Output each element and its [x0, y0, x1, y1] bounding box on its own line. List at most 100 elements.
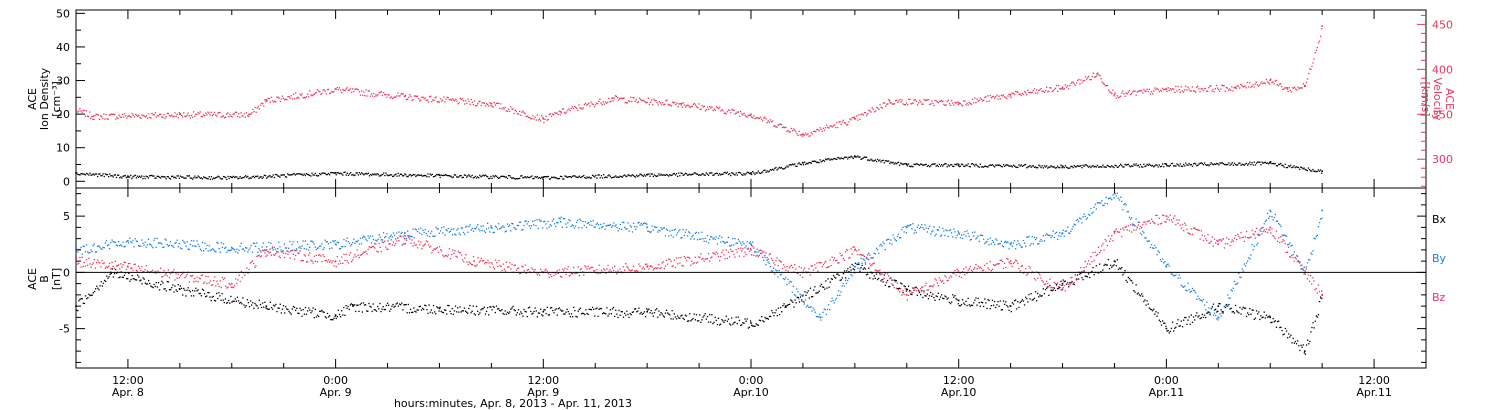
density-series-point	[764, 169, 766, 171]
bx-series-point	[1226, 303, 1228, 306]
velocity-series-point	[968, 101, 970, 104]
bz-series-point	[497, 265, 499, 268]
velocity-series-point	[1143, 88, 1145, 91]
bx-series-point	[1057, 288, 1059, 290]
bx-series-point	[958, 305, 960, 307]
velocity-series-point	[1033, 88, 1036, 90]
velocity-series-point	[246, 115, 249, 117]
by-series-point	[1223, 306, 1226, 308]
velocity-series-point	[180, 114, 183, 116]
velocity-series-point	[393, 96, 396, 98]
by-series-point	[751, 244, 753, 247]
density-series-point	[425, 175, 427, 177]
bz-series-point	[364, 251, 366, 253]
bx-series-point	[154, 285, 156, 288]
density-series-point	[964, 165, 966, 167]
density-series-point	[875, 160, 878, 163]
bz-series-point	[225, 285, 227, 287]
bz-series-point	[84, 265, 87, 267]
bx-series-point	[734, 321, 736, 323]
bz-series-point	[355, 256, 357, 258]
bx-series-point	[1160, 324, 1163, 326]
velocity-series-point	[976, 98, 978, 100]
density-series-point	[711, 172, 713, 174]
by-series-point	[1155, 247, 1157, 249]
bx-series-point	[211, 296, 213, 298]
velocity-series-point	[1191, 86, 1193, 88]
velocity-series-point	[951, 99, 953, 102]
velocity-series-point	[571, 106, 573, 108]
velocity-series-point	[580, 107, 582, 109]
by-series-point	[645, 222, 647, 225]
bz-series-point	[414, 244, 416, 246]
bx-series-point	[904, 286, 906, 288]
velocity-series-point	[1182, 91, 1185, 93]
by-series-point	[760, 252, 763, 255]
bx-series-point	[1103, 264, 1105, 267]
by-series-point	[732, 238, 734, 240]
bx-series-point	[677, 315, 679, 317]
bx-series-point	[589, 308, 591, 311]
bx-series-point	[1236, 310, 1238, 312]
bz-series-point	[433, 248, 435, 250]
velocity-series-point	[289, 97, 291, 99]
by-series-point	[985, 241, 987, 243]
density-series-point	[778, 166, 780, 169]
bx-series-point	[1197, 316, 1199, 318]
bz-series-point	[320, 255, 322, 257]
velocity-series-point	[552, 113, 554, 115]
velocity-series-point	[402, 93, 404, 95]
velocity-series-point	[364, 95, 366, 97]
density-series-point	[407, 175, 409, 178]
velocity-series-point	[881, 107, 883, 109]
bx-series-point	[1028, 293, 1030, 296]
bx-series-point	[129, 280, 131, 282]
bz-series-point	[307, 261, 309, 263]
bx-series-point	[588, 308, 590, 310]
bz-series-point	[218, 285, 220, 288]
bx-series-point	[889, 285, 891, 288]
bz-series-point	[208, 282, 210, 284]
velocity-series-point	[791, 130, 794, 132]
by-series-point	[818, 316, 820, 318]
by-series-point	[560, 216, 562, 218]
by-series-point	[597, 224, 600, 226]
bz-series-point	[198, 277, 200, 279]
density-series-point	[633, 175, 636, 178]
by-series-point	[829, 308, 831, 311]
by-series-point	[455, 234, 457, 236]
density-series-point	[547, 175, 549, 178]
density-series-point	[1305, 169, 1307, 171]
velocity-series-point	[78, 110, 80, 112]
bx-series-point	[413, 307, 415, 309]
bx-series-point	[426, 309, 428, 311]
density-series-point	[299, 173, 301, 175]
bx-series-point	[232, 300, 234, 302]
velocity-series-point	[674, 101, 676, 104]
by-series-point	[543, 221, 545, 223]
velocity-series-point	[1002, 94, 1005, 96]
velocity-series-point	[1187, 86, 1189, 88]
density-series-point	[865, 156, 868, 158]
bz-series-point	[446, 255, 448, 258]
velocity-series-point	[638, 97, 641, 99]
density-series-point	[628, 174, 630, 176]
density-series-point	[1313, 170, 1315, 172]
density-series-point	[493, 176, 495, 178]
bz-series-point	[255, 265, 257, 267]
density-series-point	[932, 163, 934, 165]
bz-series-point	[207, 275, 209, 278]
by-series-point	[1000, 240, 1002, 242]
density-series-point	[1025, 163, 1027, 166]
density-series-point	[1179, 163, 1181, 165]
by-series-point	[422, 229, 424, 231]
by-series-point	[132, 239, 134, 242]
by-series-point	[385, 235, 387, 238]
bx-series-point	[983, 305, 985, 308]
density-series-point	[309, 174, 311, 176]
bx-series-point	[363, 304, 366, 306]
bz-series-point	[179, 275, 182, 277]
velocity-series-point	[1131, 93, 1133, 95]
by-series-point	[744, 247, 746, 249]
velocity-series-point	[859, 118, 861, 121]
